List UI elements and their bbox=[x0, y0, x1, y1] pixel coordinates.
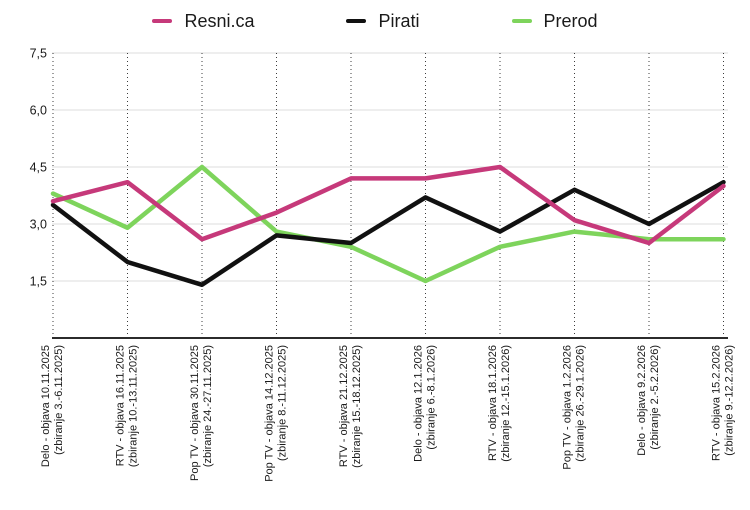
x-category-label: RTV - objava 16.11.2025 (zbiranje 10.-13.… bbox=[115, 345, 140, 467]
x-category-label-line1: Delo - objava 9.2.2026 bbox=[636, 345, 648, 456]
legend-dash-icon bbox=[346, 19, 367, 23]
x-category-label-line2: (zbiranje 9.-12.2.2026) bbox=[724, 345, 736, 456]
legend-item-resni-ca: Resni.ca bbox=[152, 12, 254, 30]
legend: Resni.ca Pirati Prerod bbox=[0, 8, 750, 34]
x-category-label-line2: (zbiranje 3.-6.11.2025) bbox=[53, 345, 65, 455]
legend-label: Prerod bbox=[543, 11, 598, 31]
x-category-label: RTV - objava 15.2.2026 (zbiranje 9.-12.2.… bbox=[711, 345, 736, 461]
legend-item-pirati: Pirati bbox=[346, 11, 420, 31]
legend-label: Resni.ca bbox=[184, 11, 255, 31]
x-category-label-line1: Delo - objava 10.11.2025 bbox=[40, 345, 52, 467]
x-category-label-line1: Pop TV - objava 30.11.2025 bbox=[189, 345, 201, 481]
legend-dash-icon bbox=[152, 19, 173, 23]
x-category-label-line2: (zbiranje 15.-18.12.2025) bbox=[351, 345, 363, 468]
x-category-label: Pop TV - objava 1.2.2026 (zbiranje 26.-29… bbox=[562, 345, 587, 470]
x-category-label: Delo - objava 12.1.2026 (zbiranje 6.-8.1.… bbox=[413, 345, 438, 462]
x-category-label-line1: Pop TV - objava 14.12.2025 bbox=[264, 345, 276, 482]
legend-dash-icon bbox=[511, 19, 532, 23]
series-line-pirati bbox=[50, 179, 726, 288]
x-category-label: Pop TV - objava 14.12.2025 (zbiranje 8.-1… bbox=[264, 345, 289, 482]
x-category-label: RTV - objava 21.12.2025 (zbiranje 15.-18.… bbox=[338, 345, 363, 468]
x-category-label-line2: (zbiranje 10.-13.11.2025) bbox=[128, 345, 140, 467]
x-category-label-line2: (zbiranje 2.-5.2.2026) bbox=[649, 345, 661, 450]
series-line-resni-ca bbox=[50, 164, 726, 246]
x-category-label: Delo - objava 10.11.2025 (zbiranje 3.-6.1… bbox=[40, 345, 65, 467]
y-tick-label: 4,5 bbox=[30, 161, 47, 175]
legend-item-prerod: Prerod bbox=[511, 11, 598, 31]
x-category-label-line1: Pop TV - objava 1.2.2026 bbox=[562, 345, 574, 470]
x-category-label-line2: (zbiranje 12.-15.1.2026) bbox=[500, 345, 512, 462]
x-category-label-line1: RTV - objava 15.2.2026 bbox=[711, 345, 723, 461]
x-category-label-line1: RTV - objava 21.12.2025 bbox=[338, 345, 350, 467]
x-category-label-line2: (zbiranje 24.-27.11.2025) bbox=[202, 345, 214, 467]
y-tick-label: 1,5 bbox=[30, 275, 47, 289]
x-category-label-line2: (zbiranje 8.-11.12.2025) bbox=[277, 345, 289, 461]
x-category-label: Delo - objava 9.2.2026 (zbiranje 2.-5.2.2… bbox=[636, 345, 661, 456]
x-category-label: Pop TV - objava 30.11.2025 (zbiranje 24.-… bbox=[189, 345, 214, 481]
legend-label: Pirati bbox=[378, 11, 420, 31]
series-line-prerod bbox=[50, 164, 726, 284]
x-category-label-line2: (zbiranje 6.-8.1.2026) bbox=[426, 345, 438, 450]
x-category-label-line2: (zbiranje 26.-29.1.2026) bbox=[575, 345, 587, 462]
y-tick-label: 6,0 bbox=[30, 104, 47, 118]
y-tick-label: 7,5 bbox=[30, 47, 47, 61]
y-tick-label: 3,0 bbox=[30, 218, 47, 232]
x-category-label-line1: RTV - objava 16.11.2025 bbox=[115, 345, 127, 466]
x-category-label-line1: RTV - objava 18.1.2026 bbox=[487, 345, 499, 461]
x-category-label: RTV - objava 18.1.2026 (zbiranje 12.-15.1… bbox=[487, 345, 512, 462]
x-category-label-line1: Delo - objava 12.1.2026 bbox=[413, 345, 425, 462]
